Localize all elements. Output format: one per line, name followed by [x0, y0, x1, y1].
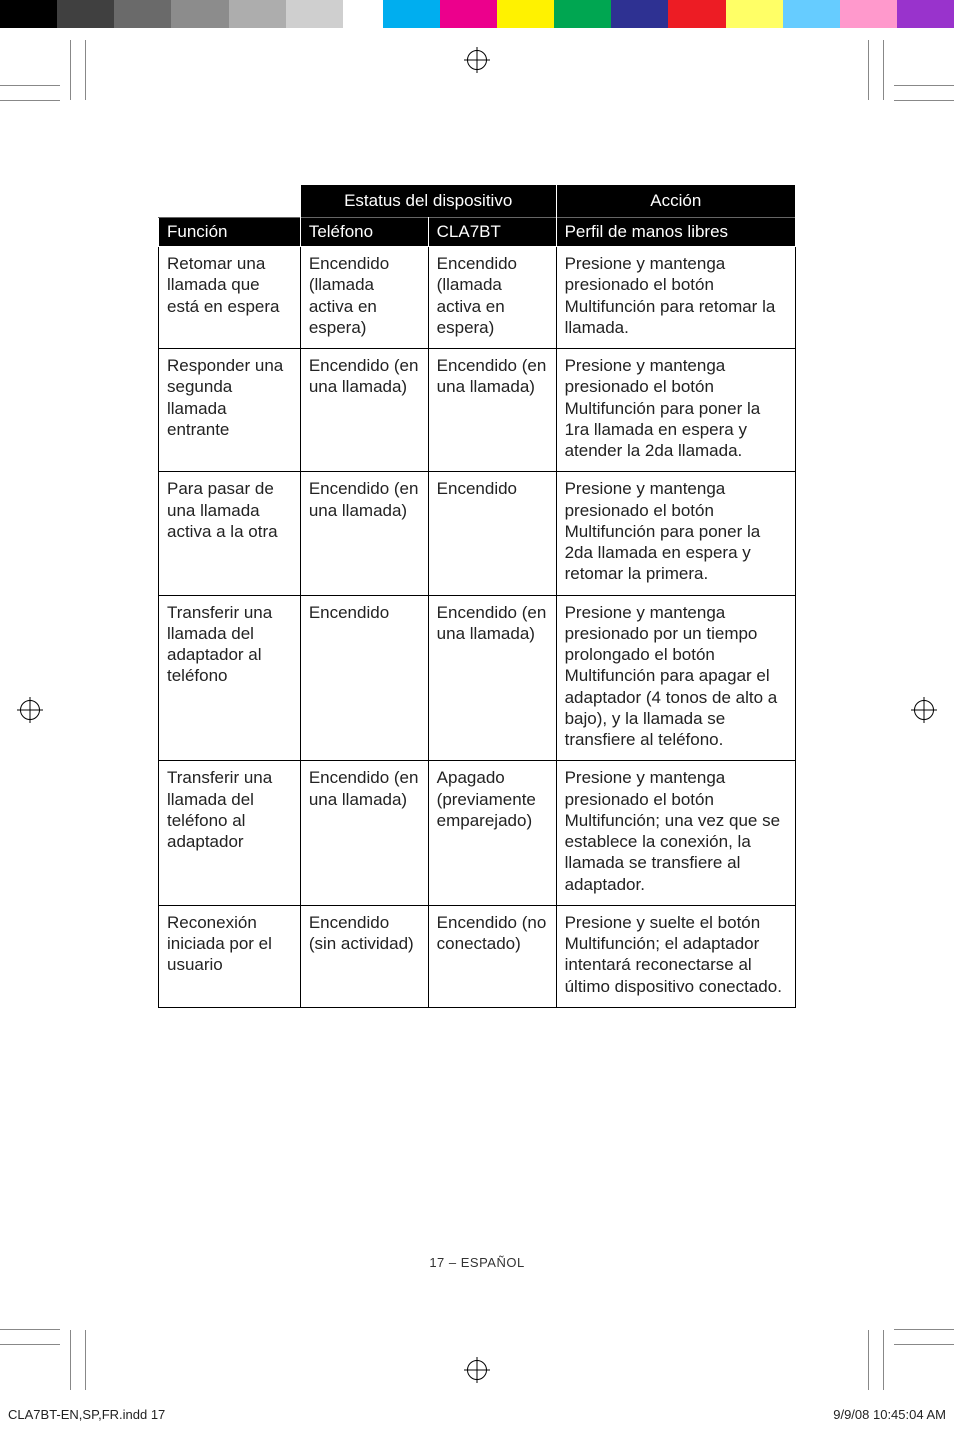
table-cell-funcion: Retomar una llamada que está en espera: [159, 247, 301, 349]
table-cell-cla7bt: Encendido (en una llamada): [428, 349, 556, 472]
table-body: Retomar una llamada que está en esperaEn…: [159, 247, 796, 1008]
crop-mark: [883, 1330, 884, 1390]
table-cell-accion: Presione y mantenga presionado el botón …: [556, 349, 795, 472]
table-cell-cla7bt: Encendido: [428, 472, 556, 595]
print-color-bar: [0, 0, 954, 28]
crop-mark: [70, 1330, 71, 1390]
table-header-estatus: Estatus del dispositivo: [300, 185, 556, 218]
crop-mark: [0, 1329, 60, 1330]
table-cell-accion: Presione y suelte el botón Multifunción;…: [556, 905, 795, 1007]
crop-mark: [894, 1344, 954, 1345]
table-row: Para pasar de una llamada activa a la ot…: [159, 472, 796, 595]
table-cell-funcion: Para pasar de una llamada activa a la ot…: [159, 472, 301, 595]
crop-mark: [70, 40, 71, 100]
table-cell-telefono: Encendido (en una llamada): [300, 349, 428, 472]
table-header-blank: [159, 185, 301, 218]
table-cell-funcion: Transferir una llamada del teléfono al a…: [159, 761, 301, 906]
table-row: Responder una segunda llamada entranteEn…: [159, 349, 796, 472]
page-content: Estatus del dispositivo Acción Función T…: [158, 185, 796, 1008]
crop-mark: [894, 1329, 954, 1330]
table-cell-accion: Presione y mantenga presionado el botón …: [556, 472, 795, 595]
footer-timestamp: 9/9/08 10:45:04 AM: [833, 1407, 946, 1422]
table-header-perfil: Perfil de manos libres: [556, 218, 795, 247]
crop-mark: [883, 40, 884, 100]
registration-target-icon: [914, 700, 934, 720]
crop-mark: [0, 100, 60, 101]
table-header-funcion: Función: [159, 218, 301, 247]
table-cell-cla7bt: Encendido (llamada activa en espera): [428, 247, 556, 349]
table-cell-cla7bt: Encendido (en una llamada): [428, 595, 556, 761]
table-cell-accion: Presione y mantenga presionado el botón …: [556, 247, 795, 349]
table-cell-telefono: Encendido (en una llamada): [300, 761, 428, 906]
crop-mark: [0, 1344, 60, 1345]
crop-mark: [894, 85, 954, 86]
table-header-cla7bt: CLA7BT: [428, 218, 556, 247]
table-row: Reconexión iniciada por el usuarioEncend…: [159, 905, 796, 1007]
device-functions-table: Estatus del dispositivo Acción Función T…: [158, 185, 796, 1008]
crop-mark: [85, 40, 86, 100]
registration-target-icon: [467, 1360, 487, 1380]
table-cell-funcion: Transferir una llamada del adaptador al …: [159, 595, 301, 761]
table-cell-funcion: Reconexión iniciada por el usuario: [159, 905, 301, 1007]
crop-mark: [868, 1330, 869, 1390]
table-cell-telefono: Encendido (llamada activa en espera): [300, 247, 428, 349]
page-number: 17 – ESPAÑOL: [0, 1255, 954, 1270]
footer-filename: CLA7BT-EN,SP,FR.indd 17: [8, 1407, 165, 1422]
table-cell-telefono: Encendido (sin actividad): [300, 905, 428, 1007]
table-header-accion: Acción: [556, 185, 795, 218]
table-cell-accion: Presione y mantenga presionado el botón …: [556, 761, 795, 906]
table-row: Transferir una llamada del adaptador al …: [159, 595, 796, 761]
crop-mark: [868, 40, 869, 100]
table-row: Transferir una llamada del teléfono al a…: [159, 761, 796, 906]
crop-mark: [85, 1330, 86, 1390]
registration-target-icon: [467, 50, 487, 70]
registration-target-icon: [20, 700, 40, 720]
table-cell-cla7bt: Apagado (previamente emparejado): [428, 761, 556, 906]
table-cell-cla7bt: Encendido (no conectado): [428, 905, 556, 1007]
crop-mark: [0, 85, 60, 86]
table-cell-funcion: Responder una segunda llamada entrante: [159, 349, 301, 472]
table-row: Retomar una llamada que está en esperaEn…: [159, 247, 796, 349]
table-cell-accion: Presione y mantenga presionado por un ti…: [556, 595, 795, 761]
crop-mark: [894, 100, 954, 101]
table-cell-telefono: Encendido (en una llamada): [300, 472, 428, 595]
table-cell-telefono: Encendido: [300, 595, 428, 761]
table-header-telefono: Teléfono: [300, 218, 428, 247]
